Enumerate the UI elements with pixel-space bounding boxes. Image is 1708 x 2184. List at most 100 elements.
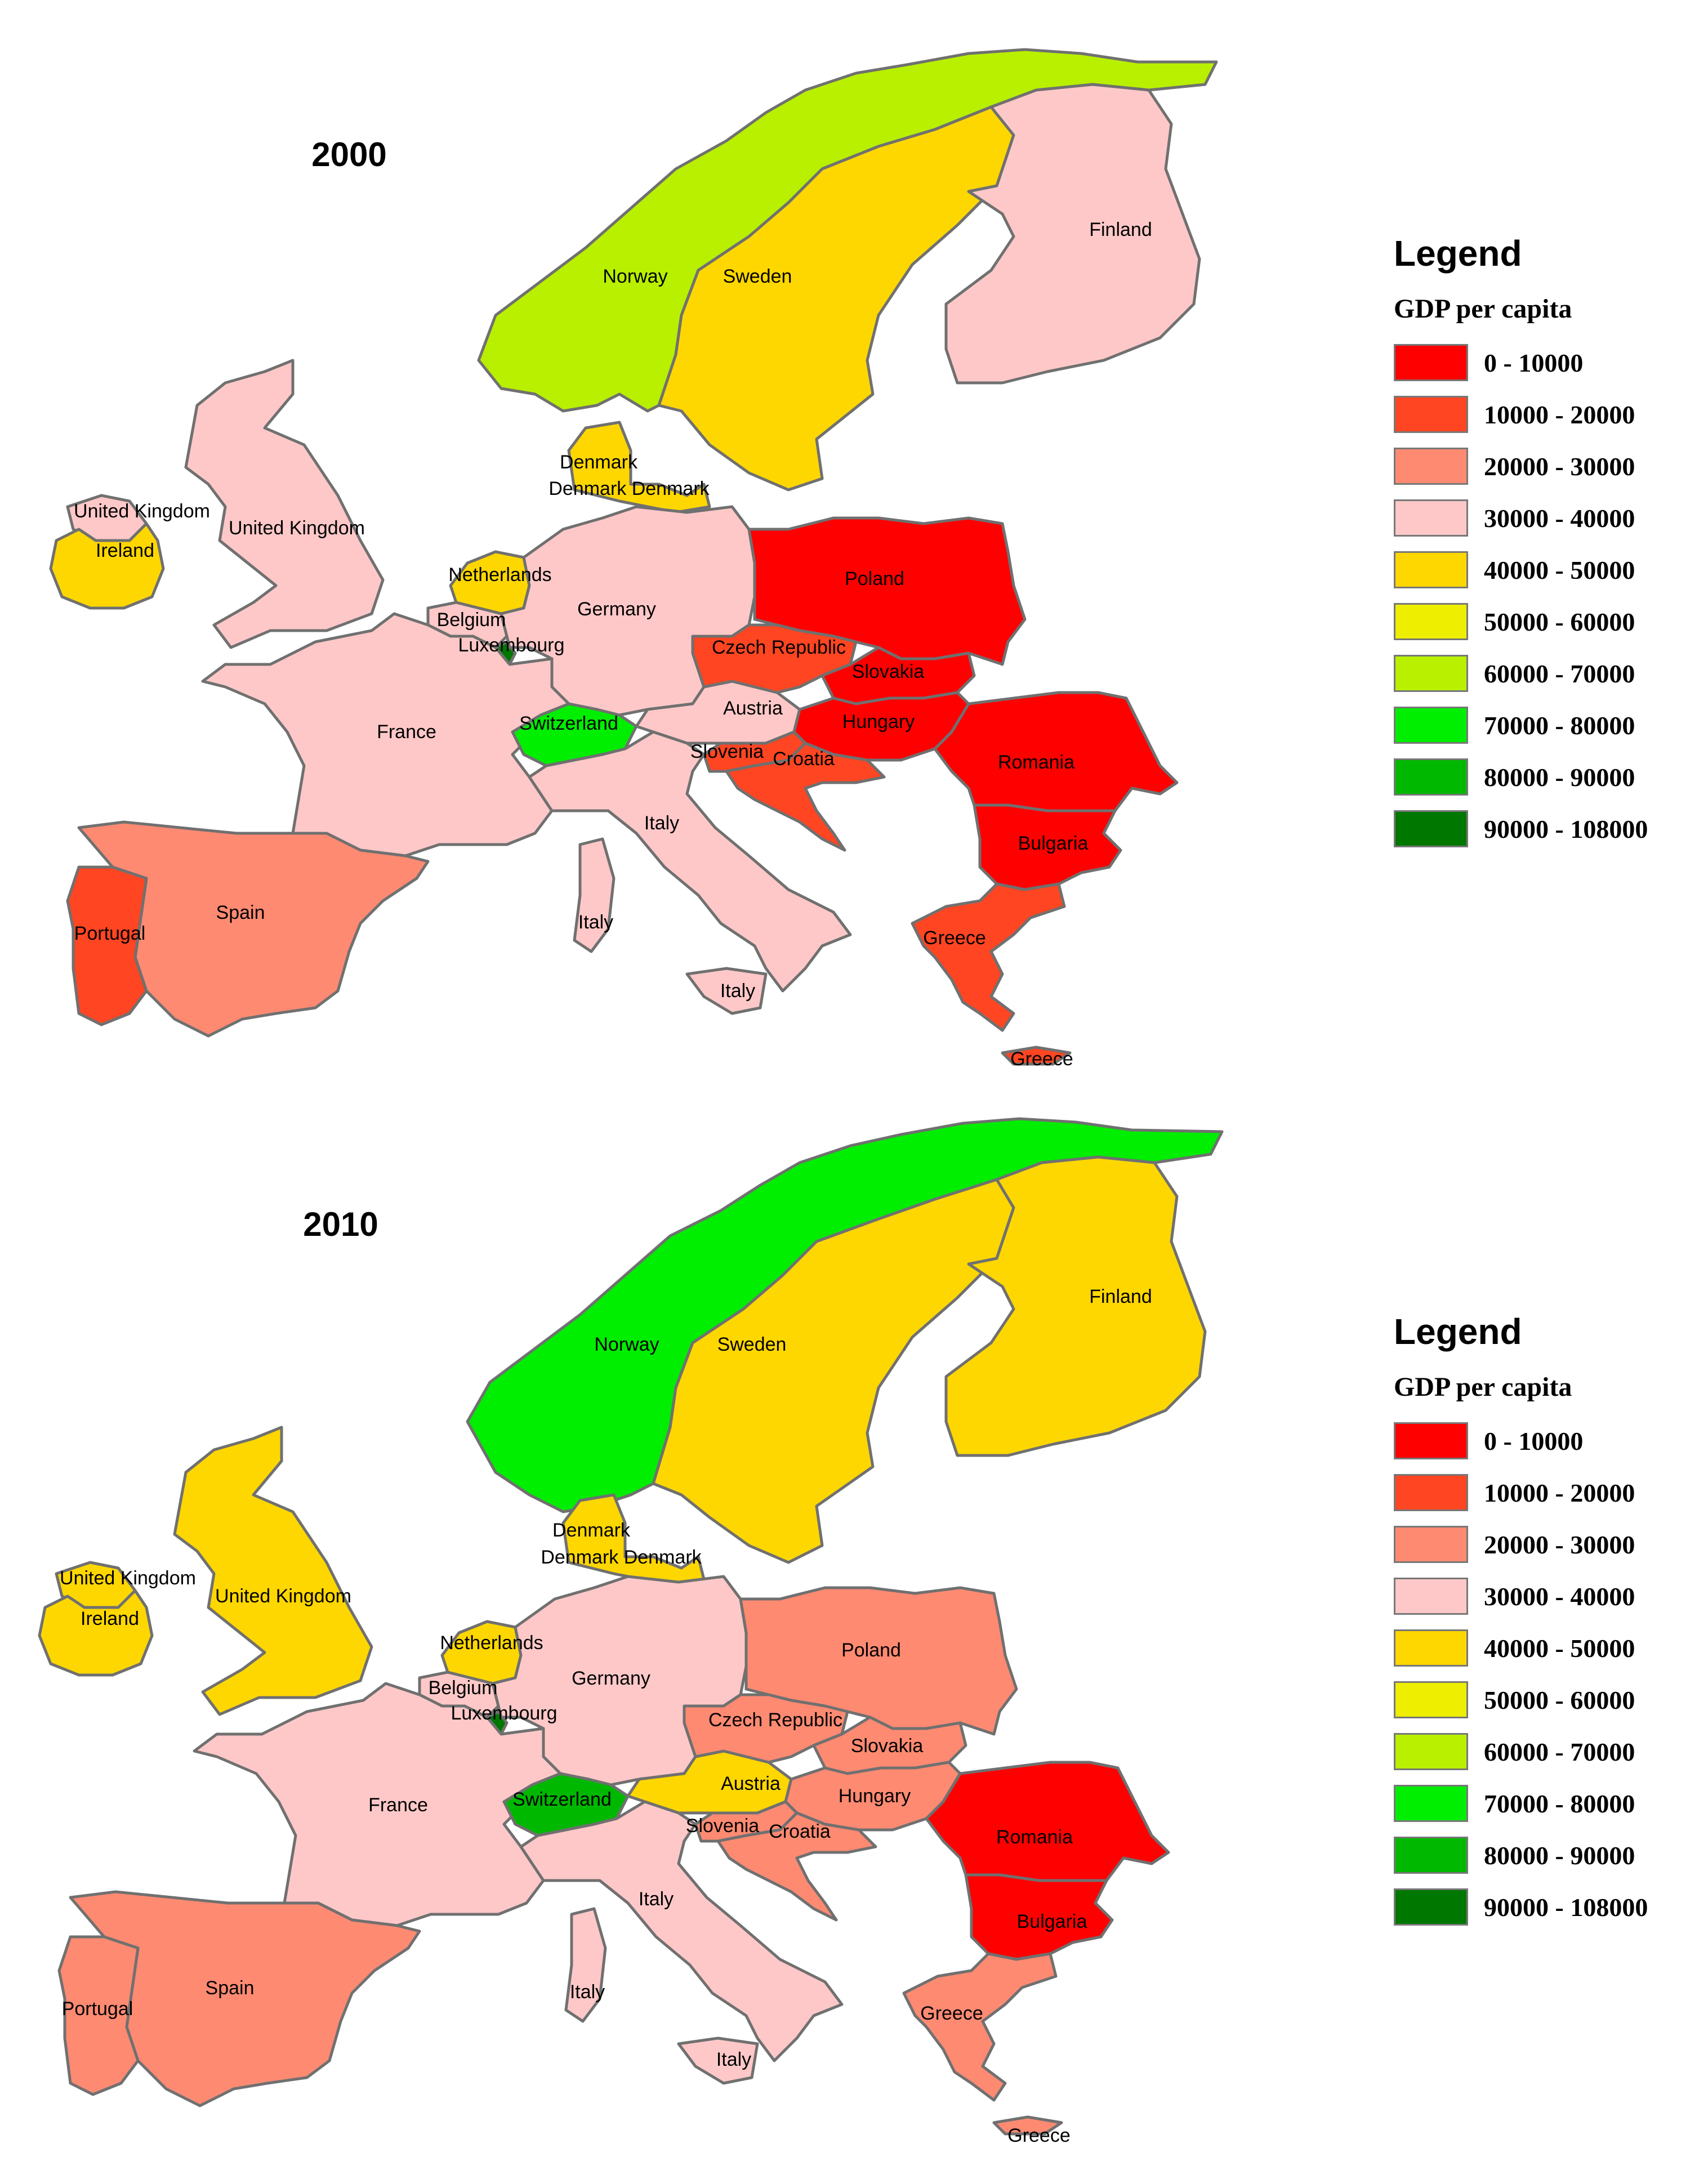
label-denmark: Denmark — [552, 1520, 631, 1541]
label-portugal: Portugal — [62, 1998, 133, 2020]
legend-items: 0 - 10000 10000 - 20000 20000 - 30000 30000… — [1394, 337, 1698, 855]
legend-swatch — [1394, 396, 1468, 433]
legend-items: 0 - 10000 10000 - 20000 20000 - 30000 30000… — [1394, 1415, 1698, 1933]
legend-item: 30000 - 40000 — [1394, 492, 1698, 544]
label-romania: Romania — [998, 752, 1074, 773]
label-slovenia: Slovenia — [690, 741, 764, 762]
label-belgium: Belgium — [429, 1677, 498, 1699]
legend-title: Legend — [1394, 231, 1698, 276]
legend-item: 80000 - 90000 — [1394, 1829, 1698, 1881]
label-united-kingdom-ni: United Kingdom — [74, 501, 210, 522]
label-italy-sardinia: Italy — [578, 912, 613, 933]
legend-label: 60000 - 70000 — [1484, 1737, 1635, 1767]
legend-item: 10000 - 20000 — [1394, 1467, 1698, 1518]
legend-label: 10000 - 20000 — [1484, 400, 1635, 430]
legend-swatch — [1394, 1837, 1468, 1874]
legend-label: 20000 - 30000 — [1484, 1530, 1635, 1560]
legend-item: 90000 - 108000 — [1394, 1881, 1698, 1933]
label-finland: Finland — [1089, 219, 1152, 240]
legend-2000: Legend GDP per capita 0 - 10000 10000 - 2… — [1394, 231, 1698, 855]
label-greece: Greece — [920, 2003, 983, 2024]
legend-label: 50000 - 60000 — [1484, 607, 1635, 637]
legend-label: 40000 - 50000 — [1484, 555, 1635, 585]
legend-item: 80000 - 90000 — [1394, 751, 1698, 803]
legend-swatch — [1394, 758, 1468, 796]
map-panel-2010: 2010 Norway Sweden Finland Denmark Denma… — [0, 1078, 1708, 2159]
country-romania — [926, 1762, 1169, 1881]
label-slovakia: Slovakia — [851, 1735, 924, 1757]
legend-swatch — [1394, 707, 1468, 744]
legend-item: 90000 - 108000 — [1394, 803, 1698, 855]
year-title: 2000 — [311, 136, 386, 173]
legend-item: 70000 - 80000 — [1394, 699, 1698, 751]
legend-swatch — [1394, 1785, 1468, 1822]
label-ireland: Ireland — [96, 540, 154, 561]
label-ireland: Ireland — [81, 1608, 139, 1629]
label-spain: Spain — [206, 1977, 255, 1999]
label-greece-crete: Greece — [1010, 1048, 1073, 1070]
label-germany: Germany — [577, 599, 656, 620]
label-sweden: Sweden — [717, 1334, 787, 1355]
legend-label: 10000 - 20000 — [1484, 1478, 1635, 1508]
legend-label: 70000 - 80000 — [1484, 711, 1635, 740]
label-romania: Romania — [996, 1826, 1073, 1848]
legend-label: 0 - 10000 — [1484, 348, 1583, 378]
label-denmark-dup: Denmark Denmark — [548, 478, 710, 499]
legend-label: 30000 - 40000 — [1484, 1582, 1635, 1611]
label-germany: Germany — [572, 1668, 650, 1689]
label-sweden: Sweden — [723, 266, 792, 287]
country-greece — [904, 1954, 1062, 2134]
label-france: France — [377, 721, 436, 743]
label-croatia: Croatia — [773, 748, 835, 770]
legend-item: 10000 - 20000 — [1394, 388, 1698, 440]
label-bulgaria: Bulgaria — [1017, 1911, 1087, 1932]
country-portugal — [68, 867, 146, 1025]
label-italy-sardinia: Italy — [570, 1981, 605, 2003]
legend-subtitle: GDP per capita — [1394, 1368, 1698, 1407]
legend-swatch — [1394, 344, 1468, 381]
legend-item: 60000 - 70000 — [1394, 1726, 1698, 1777]
label-czech-republic: Czech Republic — [712, 637, 846, 658]
country-greece — [912, 884, 1070, 1064]
legend-swatch — [1394, 603, 1468, 640]
legend-item: 20000 - 30000 — [1394, 440, 1698, 492]
label-united-kingdom-ni: United Kingdom — [60, 1567, 196, 1589]
label-slovakia: Slovakia — [852, 661, 925, 682]
legend-swatch — [1394, 655, 1468, 692]
legend-label: 50000 - 60000 — [1484, 1685, 1635, 1715]
label-belgium: Belgium — [437, 609, 506, 631]
legend-item: 40000 - 50000 — [1394, 1622, 1698, 1674]
legend-item: 40000 - 50000 — [1394, 544, 1698, 596]
legend-label: 80000 - 90000 — [1484, 762, 1635, 792]
year-title: 2010 — [303, 1205, 378, 1243]
label-luxembourg: Luxembourg — [458, 635, 564, 656]
legend-swatch — [1394, 448, 1468, 485]
legend-label: 0 - 10000 — [1484, 1426, 1583, 1456]
legend-label: 90000 - 108000 — [1484, 1892, 1648, 1922]
label-norway: Norway — [594, 1334, 659, 1355]
label-hungary: Hungary — [842, 711, 915, 733]
legend-item: 70000 - 80000 — [1394, 1777, 1698, 1829]
label-bulgaria: Bulgaria — [1018, 833, 1089, 854]
label-italy: Italy — [644, 812, 679, 834]
legend-label: 70000 - 80000 — [1484, 1789, 1635, 1819]
label-poland: Poland — [845, 568, 904, 589]
legend-item: 0 - 10000 — [1394, 337, 1698, 388]
legend-item: 50000 - 60000 — [1394, 1674, 1698, 1726]
legend-swatch — [1394, 499, 1468, 537]
legend-swatch — [1394, 551, 1468, 588]
legend-swatch — [1394, 1422, 1468, 1459]
legend-label: 30000 - 40000 — [1484, 503, 1635, 533]
label-austria: Austria — [721, 1773, 781, 1794]
label-italy-sicily: Italy — [716, 2049, 751, 2070]
legend-label: 90000 - 108000 — [1484, 814, 1648, 844]
label-united-kingdom: United Kingdom — [215, 1585, 351, 1607]
label-finland: Finland — [1089, 1286, 1152, 1307]
label-portugal: Portugal — [74, 923, 146, 944]
label-slovenia: Slovenia — [686, 1815, 760, 1837]
legend-swatch — [1394, 1681, 1468, 1718]
legend-swatch — [1394, 1578, 1468, 1615]
label-norway: Norway — [603, 266, 667, 287]
label-greece: Greece — [923, 927, 986, 949]
label-luxembourg: Luxembourg — [451, 1703, 557, 1724]
